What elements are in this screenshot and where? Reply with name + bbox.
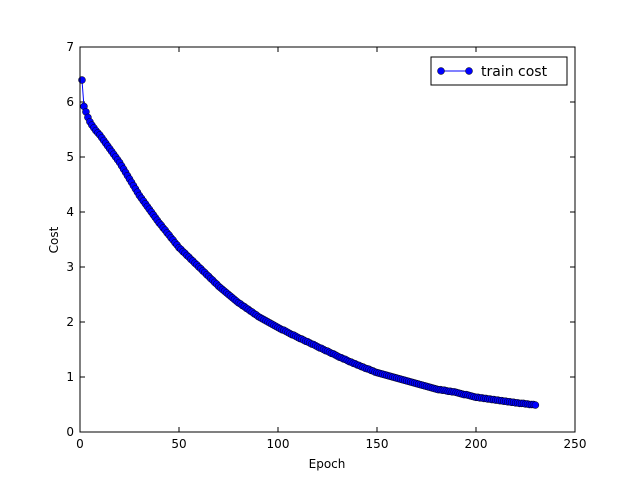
x-tick-label: 200: [465, 437, 488, 451]
y-tick-label: 3: [66, 260, 74, 274]
x-tick-label: 0: [76, 437, 84, 451]
x-axis-label: Epoch: [309, 457, 346, 471]
x-tick-label: 50: [171, 437, 186, 451]
y-tick-label: 6: [66, 95, 74, 109]
y-tick-label: 0: [66, 425, 74, 439]
x-tick-label: 250: [564, 437, 587, 451]
legend-marker: [465, 67, 473, 75]
y-tick-label: 4: [66, 205, 74, 219]
legend-marker: [437, 67, 445, 75]
y-axis-label: Cost: [47, 226, 61, 253]
x-tick-label: 150: [366, 437, 389, 451]
x-tick-label: 100: [267, 437, 290, 451]
y-tick-label: 7: [66, 40, 74, 54]
y-tick-label: 2: [66, 315, 74, 329]
legend-label: train cost: [481, 64, 548, 80]
data-point: [531, 401, 540, 409]
y-tick-label: 1: [66, 370, 74, 384]
y-tick-label: 5: [66, 150, 74, 164]
plot-frame: [79, 46, 576, 433]
